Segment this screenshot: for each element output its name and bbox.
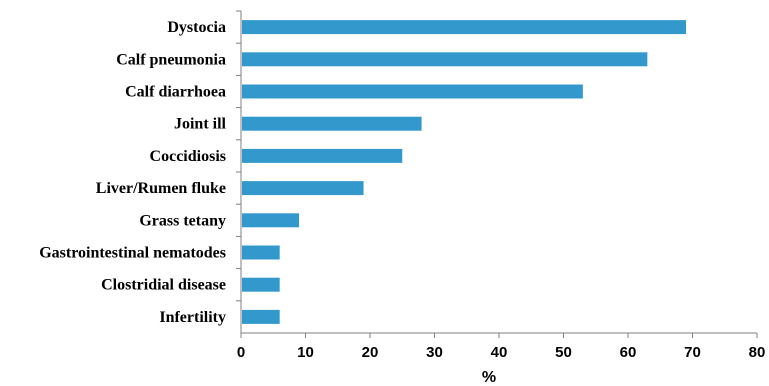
category-label-gastrointestinal-nematodes: Gastrointestinal nematodes (39, 245, 226, 262)
category-label-joint-ill: Joint ill (174, 116, 227, 133)
bars-layer (242, 20, 687, 324)
x-tick-label-10: 10 (297, 344, 314, 361)
x-tick-label-40: 40 (491, 344, 508, 361)
bar-liver-rumen-fluke (242, 181, 364, 196)
bar-coccidiosis (242, 148, 403, 163)
x-tick-label-80: 80 (749, 344, 766, 361)
bar-clostridial-disease (242, 277, 280, 292)
category-label-calf-pneumonia: Calf pneumonia (116, 51, 226, 68)
x-tick-label-50: 50 (555, 344, 572, 361)
x-tick-label-60: 60 (620, 344, 637, 361)
x-tick-label-70: 70 (684, 344, 701, 361)
category-label-calf-diarrhoea: Calf diarrhoea (125, 84, 226, 101)
bar-grass-tetany (242, 213, 300, 228)
category-label-infertility: Infertility (159, 309, 226, 326)
x-tick-label-30: 30 (426, 344, 443, 361)
bar-dystocia (242, 20, 687, 35)
category-label-dystocia: Dystocia (167, 19, 226, 36)
category-label-clostridial-disease: Clostridial disease (101, 277, 226, 294)
bar-gastrointestinal-nematodes (242, 245, 280, 260)
bar-calf-pneumonia (242, 52, 648, 67)
x-tick-label-0: 0 (237, 344, 245, 361)
bar-infertility (242, 309, 280, 324)
x-axis-ticks: 0 10 20 30 40 50 60 70 80 (237, 333, 766, 361)
x-axis-title: % (482, 369, 496, 386)
x-tick-label-20: 20 (362, 344, 379, 361)
bar-joint-ill (242, 116, 422, 131)
category-labels: Dystocia Calf pneumonia Calf diarrhoea Join… (39, 10, 241, 326)
bar-calf-diarrhoea (242, 84, 583, 99)
category-label-coccidiosis: Coccidiosis (150, 148, 226, 165)
category-label-grass-tetany: Grass tetany (139, 212, 226, 229)
category-label-liver-rumen-fluke: Liver/Rumen fluke (96, 180, 226, 197)
